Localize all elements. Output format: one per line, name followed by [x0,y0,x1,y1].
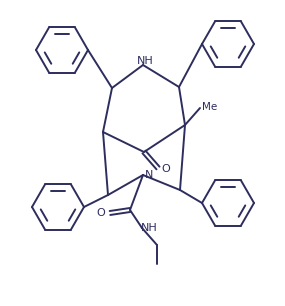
Text: Me: Me [202,102,218,112]
Text: NH: NH [137,56,153,66]
Text: NH: NH [141,223,157,233]
Text: O: O [162,164,170,174]
Text: O: O [97,208,105,218]
Text: N: N [145,170,153,180]
